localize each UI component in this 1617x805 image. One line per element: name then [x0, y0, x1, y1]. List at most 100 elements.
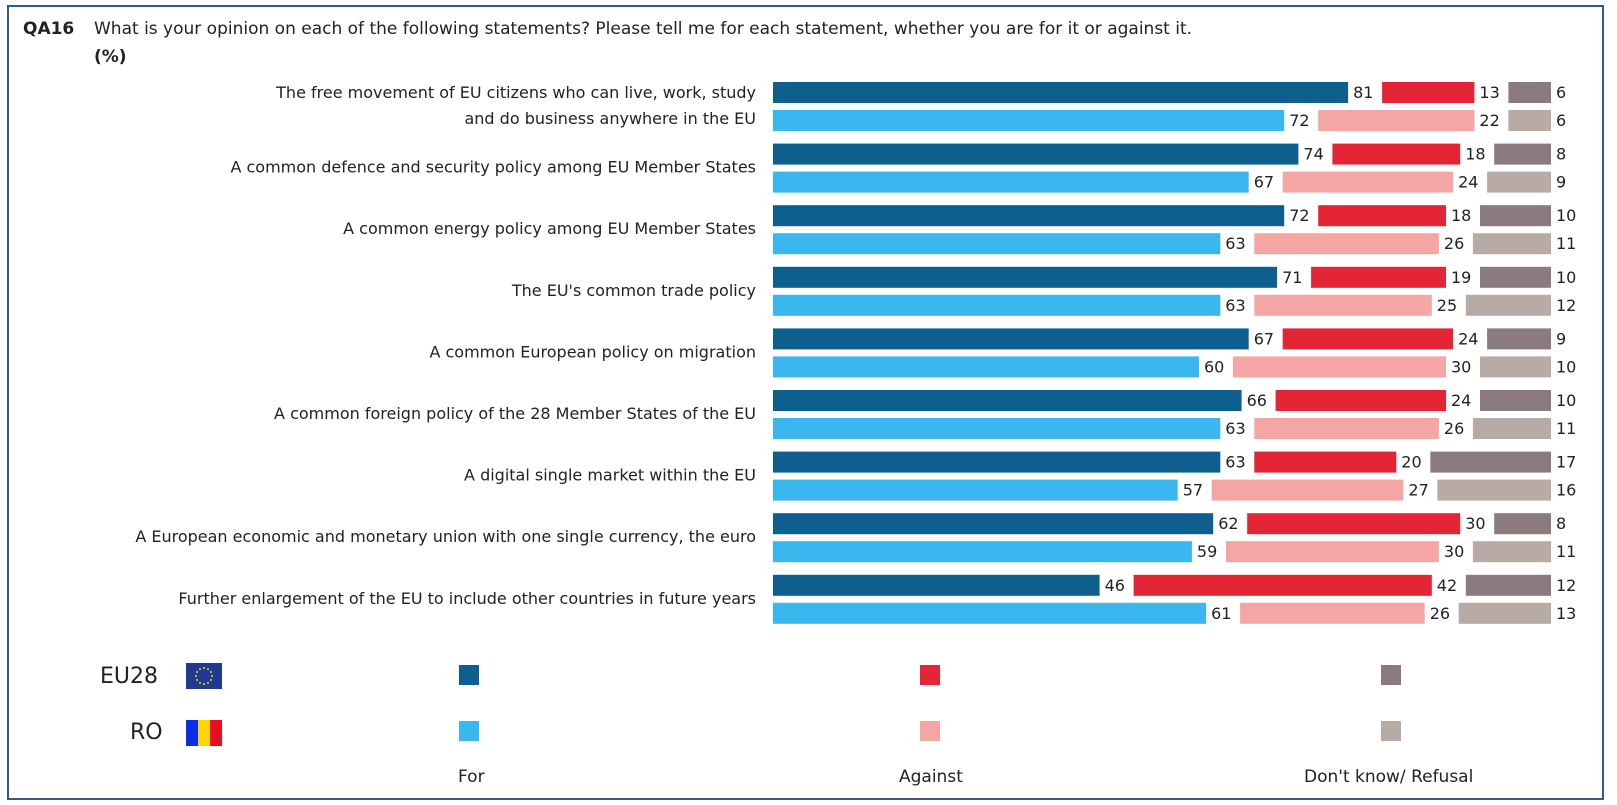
- chart-frame: [7, 5, 1604, 800]
- romania-flag-icon: [186, 720, 222, 746]
- value-label-ro-for: 57: [1183, 481, 1203, 500]
- legend-swatch-ro-dk: [1381, 721, 1401, 741]
- value-label-eu28-dk: 10: [1556, 206, 1576, 225]
- bar-eu28-dk: [1465, 574, 1551, 596]
- value-label-eu28-against: 20: [1401, 453, 1421, 472]
- category-label: The free movement of EU citizens who can…: [275, 83, 756, 102]
- category-label: A common defence and security policy amo…: [230, 158, 756, 177]
- value-label-ro-dk: 16: [1556, 481, 1576, 500]
- legend-swatch-ro-for: [459, 721, 479, 741]
- legend-against-label: Against: [899, 767, 963, 787]
- bar-eu28-dk: [1494, 143, 1551, 165]
- bar-eu28-for: [773, 328, 1249, 350]
- value-label-ro-dk: 11: [1556, 542, 1576, 561]
- value-label-eu28-against: 19: [1451, 268, 1471, 287]
- bar-ro-dk: [1508, 110, 1551, 131]
- bar-ro-for: [773, 356, 1199, 378]
- bar-ro-against: [1282, 171, 1454, 193]
- value-label-ro-against: 22: [1479, 111, 1499, 130]
- value-label-ro-for: 63: [1225, 296, 1245, 315]
- value-label-eu28-against: 42: [1437, 576, 1457, 595]
- value-label-ro-against: 25: [1437, 296, 1457, 315]
- bar-ro-against: [1240, 602, 1425, 624]
- bar-eu28-against: [1275, 390, 1446, 411]
- bar-eu28-dk: [1480, 390, 1551, 411]
- value-label-eu28-for: 63: [1225, 453, 1245, 472]
- value-label-ro-against: 30: [1444, 542, 1464, 561]
- bar-eu28-against: [1332, 143, 1461, 165]
- value-label-eu28-for: 71: [1282, 268, 1302, 287]
- value-label-ro-dk: 6: [1556, 111, 1566, 130]
- bar-eu28-dk: [1487, 328, 1551, 350]
- value-label-eu28-against: 24: [1451, 391, 1471, 410]
- value-label-ro-dk: 13: [1556, 604, 1576, 623]
- value-label-ro-for: 67: [1254, 173, 1274, 192]
- value-label-ro-against: 26: [1444, 419, 1464, 438]
- bar-eu28-dk: [1508, 82, 1551, 103]
- value-label-eu28-for: 62: [1218, 514, 1238, 533]
- bar-eu28-against: [1247, 513, 1461, 535]
- category-label: A common European policy on migration: [429, 342, 756, 361]
- question-id: QA16: [23, 19, 75, 39]
- legend-dk-label: Don't know/ Refusal: [1304, 767, 1474, 787]
- legend-for-label: For: [458, 767, 485, 787]
- category-label: A common energy policy among EU Member S…: [343, 219, 756, 238]
- value-label-eu28-for: 66: [1247, 391, 1267, 410]
- stacked-bar-chart: The free movement of EU citizens who can…: [135, 82, 1576, 624]
- bar-eu28-for: [773, 266, 1278, 288]
- value-label-eu28-dk: 10: [1556, 391, 1576, 410]
- bar-ro-against: [1254, 233, 1439, 255]
- bar-ro-dk: [1437, 479, 1551, 501]
- legend-swatch-ro-against: [920, 721, 940, 741]
- value-label-ro-dk: 10: [1556, 357, 1576, 376]
- bar-ro-for: [773, 233, 1221, 255]
- unit-label: (%): [94, 47, 127, 67]
- legend-swatch-eu28-dk: [1381, 665, 1401, 685]
- value-label-ro-dk: 12: [1556, 296, 1576, 315]
- bar-ro-against: [1254, 418, 1439, 439]
- legend-ro-label: RO: [130, 720, 163, 745]
- bar-eu28-dk: [1494, 513, 1551, 535]
- legend-swatch-eu28-for: [459, 665, 479, 685]
- bar-eu28-for: [773, 82, 1349, 103]
- legend-eu28-label: EU28: [100, 664, 158, 689]
- value-label-eu28-dk: 8: [1556, 514, 1566, 533]
- value-label-eu28-against: 18: [1451, 206, 1471, 225]
- bar-ro-against: [1254, 294, 1432, 316]
- legend-swatch-eu28-against: [920, 665, 940, 685]
- value-label-eu28-for: 46: [1105, 576, 1125, 595]
- bar-eu28-for: [773, 513, 1214, 535]
- bar-eu28-against: [1254, 451, 1397, 473]
- category-label: A European economic and monetary union w…: [135, 527, 756, 546]
- value-label-eu28-for: 74: [1303, 145, 1323, 164]
- bar-ro-against: [1211, 479, 1404, 501]
- category-label: A common foreign policy of the 28 Member…: [274, 404, 756, 423]
- bar-ro-for: [773, 541, 1192, 563]
- value-label-eu28-dk: 6: [1556, 83, 1566, 102]
- value-label-ro-for: 63: [1225, 234, 1245, 253]
- category-label: The EU's common trade policy: [511, 281, 756, 300]
- value-label-ro-for: 72: [1289, 111, 1309, 130]
- value-label-eu28-dk: 17: [1556, 453, 1576, 472]
- bar-ro-for: [773, 602, 1207, 624]
- bar-ro-against: [1233, 356, 1446, 378]
- value-label-eu28-dk: 8: [1556, 145, 1566, 164]
- value-label-ro-against: 24: [1458, 173, 1478, 192]
- bar-ro-for: [773, 479, 1178, 501]
- value-label-eu28-for: 72: [1289, 206, 1309, 225]
- value-label-ro-dk: 9: [1556, 173, 1566, 192]
- value-label-ro-for: 60: [1204, 357, 1224, 376]
- bar-ro-against: [1225, 541, 1439, 563]
- bar-ro-dk: [1472, 233, 1551, 255]
- value-label-ro-for: 63: [1225, 419, 1245, 438]
- bar-ro-dk: [1480, 356, 1551, 378]
- category-label: A digital single market within the EU: [464, 466, 756, 485]
- bar-ro-for: [773, 110, 1285, 131]
- bar-ro-dk: [1487, 171, 1551, 193]
- value-label-eu28-against: 24: [1458, 329, 1478, 348]
- bar-eu28-for: [773, 205, 1285, 227]
- bar-eu28-for: [773, 143, 1299, 165]
- bar-ro-for: [773, 294, 1221, 316]
- bar-eu28-for: [773, 574, 1100, 596]
- bar-eu28-against: [1382, 82, 1475, 103]
